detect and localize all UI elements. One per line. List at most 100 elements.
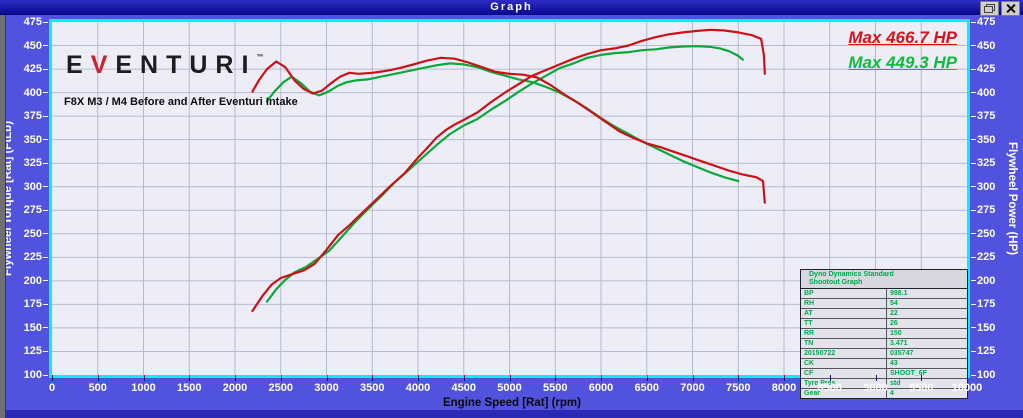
y-tick-value: 250 — [977, 227, 996, 240]
y-tick-label-left: 400 — [6, 87, 48, 99]
tick-mark — [43, 374, 48, 376]
y-tick-label-left: 325 — [6, 157, 48, 169]
x-tick-mark — [967, 375, 968, 381]
tick-mark — [43, 280, 48, 282]
close-button[interactable] — [1001, 1, 1020, 16]
curve-torque-after — [251, 56, 766, 204]
x-tick-label: 0 — [48, 382, 56, 394]
curve-power-after — [251, 28, 766, 313]
info-table-row-value: 43 — [890, 359, 898, 367]
y-tick-value: 275 — [977, 204, 996, 217]
x-tick-label: 7000 — [680, 382, 705, 394]
y-tick-label-right: 225 — [971, 251, 1013, 263]
tick-mark — [43, 233, 48, 235]
max-power-labels: Max 466.7 HP Max 449.3 HP — [848, 25, 957, 75]
y-tick-value: 225 — [23, 251, 42, 264]
tick-mark — [43, 115, 48, 117]
info-table-row-value: std — [890, 379, 901, 387]
tick-mark — [43, 209, 48, 211]
info-table-row-value: 54 — [890, 299, 898, 307]
y-tick-value: 125 — [23, 345, 42, 358]
y-tick-label-left: 175 — [6, 298, 48, 310]
x-tick-mark — [235, 375, 236, 381]
y-tick-label-right: 275 — [971, 204, 1013, 216]
y-tick-label-left: 475 — [6, 16, 48, 28]
x-tick-label: 5500 — [543, 382, 568, 394]
x-tick-mark — [646, 375, 648, 381]
max-power-after-label: Max 466.7 HP — [848, 28, 957, 47]
x-tick-label: 1500 — [177, 382, 202, 394]
x-tick-mark — [509, 375, 511, 381]
info-table-body: BP 998.1 RH 54 AT 22 TT 26 RR 150 TN 3.471 20150722 0… — [801, 289, 967, 398]
restore-icon — [984, 4, 995, 13]
window-bottom-border — [0, 410, 1023, 418]
trademark-symbol: ™ — [256, 54, 264, 61]
y-tick-value: 150 — [23, 321, 42, 334]
window-title: Graph — [490, 1, 533, 13]
x-tick-mark — [463, 375, 465, 381]
y-tick-value: 350 — [977, 133, 996, 146]
info-table-row-value: SHOOT_6F — [890, 369, 927, 377]
info-table-row: CF SHOOT_6F — [801, 368, 967, 378]
x-tick-label: 8000 — [771, 382, 797, 394]
x-tick-mark — [280, 375, 282, 381]
info-table-row: Gear 4 — [801, 388, 967, 398]
y-tick-value: 275 — [23, 204, 42, 217]
info-table-row-label: RH — [801, 299, 887, 308]
tick-mark — [971, 350, 976, 352]
info-table-header-line2: Shootout Graph — [809, 279, 863, 286]
restore-button[interactable] — [980, 1, 999, 16]
info-table-row-label: BP — [801, 289, 887, 298]
y-tick-label-left: 375 — [6, 110, 48, 122]
info-table-row-label: 20150722 — [801, 349, 887, 358]
max-power-before-label: Max 449.3 HP — [848, 53, 957, 72]
x-tick-mark — [555, 375, 557, 381]
y-tick-value: 125 — [977, 345, 996, 358]
tick-mark — [971, 45, 976, 47]
info-table-row-label: TN — [801, 339, 887, 348]
info-table-row: 20150722 035747 — [801, 348, 967, 358]
tick-mark — [971, 115, 976, 117]
y-tick-label-right: 350 — [971, 134, 1013, 146]
info-table-row-value: 998.1 — [890, 289, 908, 297]
close-icon — [1006, 4, 1015, 13]
info-table-row: Tyre Pres std — [801, 378, 967, 388]
x-tick-label: 4000 — [405, 382, 431, 394]
y-tick-value: 375 — [23, 110, 42, 123]
tick-mark — [43, 92, 48, 94]
titlebar-buttons — [980, 1, 1020, 16]
info-table-row-value: 150 — [890, 329, 902, 337]
y-tick-label-right: 450 — [971, 40, 1013, 52]
x-tick-label: 6000 — [588, 382, 614, 394]
y-tick-value: 175 — [23, 298, 42, 311]
x-tick-mark — [921, 375, 923, 381]
tick-mark — [43, 45, 48, 47]
info-table-row: BP 998.1 — [801, 289, 967, 298]
y-tick-label-left: 100 — [6, 369, 48, 381]
tick-mark — [971, 21, 976, 23]
y-tick-label-right: 175 — [971, 298, 1013, 310]
tick-mark — [971, 303, 976, 305]
x-tick-mark — [52, 375, 53, 381]
info-table-row-value: 26 — [890, 319, 898, 327]
y-tick-value: 325 — [977, 157, 996, 170]
y-tick-label-right: 425 — [971, 63, 1013, 75]
info-table-row-value: 3.471 — [890, 339, 908, 347]
window-titlebar[interactable]: Graph — [0, 0, 1023, 16]
info-table-row-value: 035747 — [890, 349, 914, 357]
y-tick-value: 400 — [23, 86, 42, 99]
tick-mark — [971, 139, 976, 141]
tick-mark — [43, 162, 48, 164]
y-tick-label-right: 475 — [971, 16, 1013, 28]
x-tick-label: 6500 — [634, 382, 659, 394]
y-tick-value: 300 — [977, 180, 996, 193]
info-table-row-label: CK — [801, 359, 887, 368]
tick-mark — [43, 186, 48, 188]
info-table-header-line1: Dyno Dynamics Standard — [809, 271, 894, 278]
y-tick-label-left: 125 — [6, 345, 48, 357]
logo-letter: E — [66, 51, 91, 79]
tick-mark — [971, 68, 976, 70]
info-table-row-label: CF — [801, 369, 887, 378]
tick-mark — [43, 21, 48, 23]
tick-mark — [971, 374, 976, 376]
